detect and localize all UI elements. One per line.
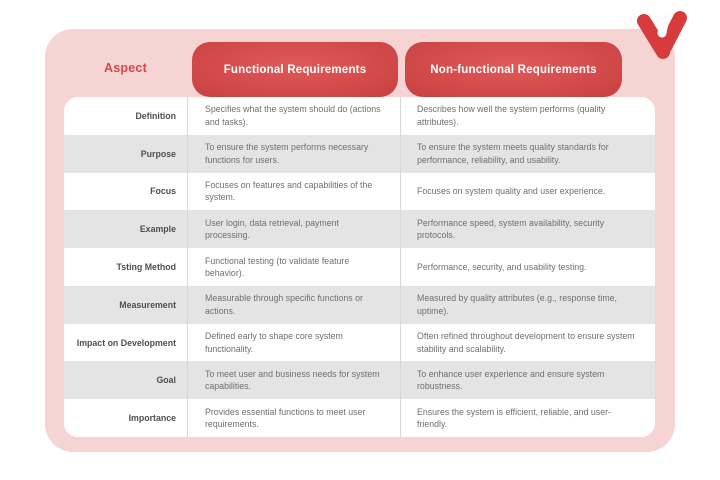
row-functional-text: Defined early to shape core system funct… — [187, 323, 400, 362]
row-aspect-label: Measurement — [119, 299, 176, 310]
row-functional-text: Focuses on features and capabilities of … — [187, 172, 400, 211]
row-functional-text: Provides essential functions to meet use… — [187, 399, 400, 437]
table-row-goal: Goal To meet user and business needs for… — [64, 361, 655, 400]
row-nonfunctional-text: Performance, security, and usability tes… — [400, 248, 655, 286]
row-nonfunctional-text: Often refined throughout development to … — [400, 323, 655, 362]
row-nonfunctional-text: Focuses on system quality and user exper… — [400, 172, 655, 211]
row-aspect-label: Impact on Development — [76, 337, 176, 348]
row-nonfunctional-text: Measured by quality attributes (e.g., re… — [400, 285, 655, 324]
row-functional-text: Specifies what the system should do (act… — [187, 97, 400, 135]
row-functional-text: To meet user and business needs for syst… — [187, 361, 400, 400]
nonfunctional-column-header: Non-functional Requirements — [405, 42, 622, 97]
row-nonfunctional-text: To ensure the system meets quality stand… — [400, 134, 655, 173]
row-functional-text: Measurable through specific functions or… — [187, 285, 400, 324]
table-row-focus: Focus Focuses on features and capabiliti… — [64, 172, 655, 211]
table-row-importance: Importance Provides essential functions … — [64, 399, 655, 437]
row-functional-text: User login, data retrieval, payment proc… — [187, 210, 400, 249]
row-nonfunctional-text: Performance speed, system availability, … — [400, 210, 655, 249]
row-aspect-label: Purpose — [140, 148, 176, 159]
row-nonfunctional-text: To enhance user experience and ensure sy… — [400, 361, 655, 400]
table-row-example: Example User login, data retrieval, paym… — [64, 210, 655, 249]
row-nonfunctional-text: Ensures the system is efficient, reliabl… — [400, 399, 655, 437]
row-aspect-label: Tsting Method — [116, 262, 176, 273]
comparison-table: Definition Specifies what the system sho… — [64, 97, 655, 437]
visme-v-logo-icon — [637, 11, 687, 59]
row-aspect-label: Focus — [150, 186, 176, 197]
aspect-column-header: Aspect — [104, 61, 147, 75]
row-functional-text: To ensure the system performs necessary … — [187, 134, 400, 173]
table-row-definition: Definition Specifies what the system sho… — [64, 97, 655, 135]
table-row-purpose: Purpose To ensure the system performs ne… — [64, 134, 655, 173]
table-row-measurement: Measurement Measurable through specific … — [64, 285, 655, 324]
row-aspect-label: Definition — [135, 110, 176, 121]
row-aspect-label: Goal — [156, 375, 176, 386]
row-functional-text: Functional testing (to validate feature … — [187, 248, 400, 286]
row-aspect-label: Importance — [128, 413, 176, 424]
functional-column-header: Functional Requirements — [192, 42, 398, 97]
table-row-testing-method: Tsting Method Functional testing (to val… — [64, 248, 655, 286]
row-nonfunctional-text: Describes how well the system performs (… — [400, 97, 655, 135]
table-row-impact-on-development: Impact on Development Defined early to s… — [64, 323, 655, 362]
comparison-card: Aspect Functional Requirements Non-funct… — [45, 29, 675, 452]
row-aspect-label: Example — [139, 224, 176, 235]
